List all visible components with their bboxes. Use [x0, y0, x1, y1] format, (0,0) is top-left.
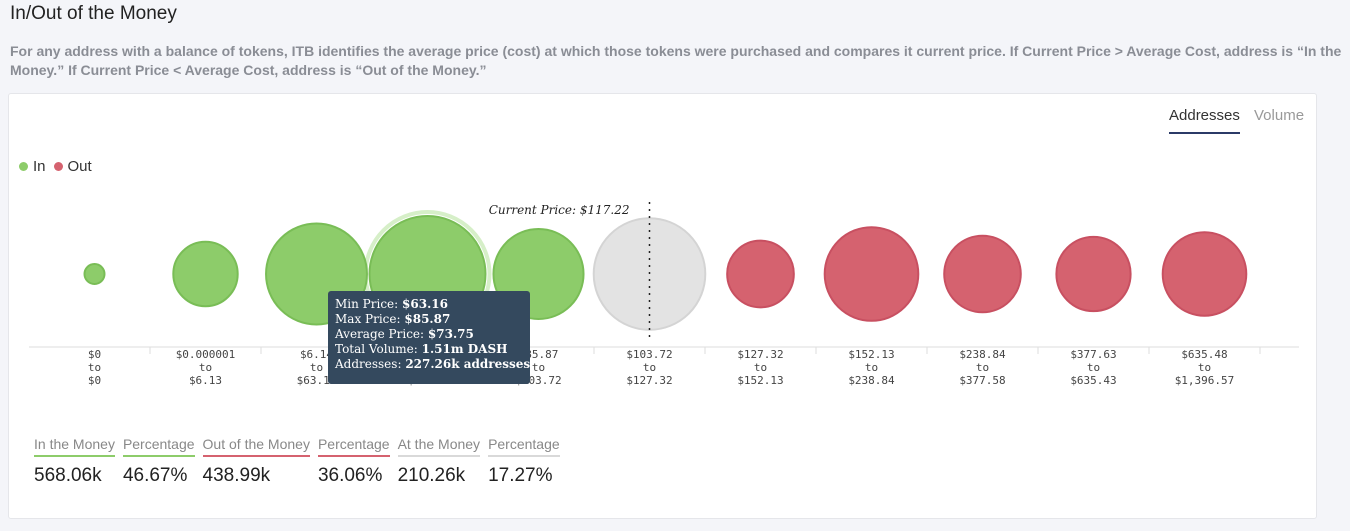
stat-label: Percentage	[122, 436, 195, 457]
x-tick-label: to	[88, 361, 101, 374]
stat-value: 210.26k	[397, 465, 466, 486]
x-tick-label: $152.13	[848, 348, 894, 361]
x-tick-label: $635.43	[1070, 374, 1116, 387]
tooltip-addr-value: 227.26k addresses	[405, 357, 531, 371]
tooltip-min-value: $63.16	[402, 297, 448, 311]
legend-item-out[interactable]: Out	[53, 158, 92, 175]
legend-out-swatch	[53, 162, 63, 171]
legend-out-label: Out	[67, 158, 92, 175]
x-tick-label: $635.48	[1181, 348, 1227, 361]
stat-label: Percentage	[317, 436, 390, 457]
stat-value: 568.06k	[34, 465, 102, 486]
stat-value: 17.27%	[488, 465, 553, 486]
tooltip-avg-value: $73.75	[427, 327, 474, 341]
bubble-chart: $0to$0$0.000001to$6.13$6.14to$63.15$63.1…	[29, 202, 1299, 387]
x-tick-label: to	[1087, 361, 1100, 374]
stat-at-percentage: Percentage 17.27%	[488, 436, 560, 487]
x-tick-label: $0	[88, 348, 101, 361]
stat-value: 36.06%	[317, 465, 383, 486]
x-tick-label: $6.13	[189, 374, 222, 387]
stat-at-the-money: At the Money 210.26k	[397, 436, 481, 487]
stat-label: In the Money	[34, 436, 115, 457]
x-tick-label: $0.000001	[176, 348, 236, 361]
x-tick-label: to	[754, 361, 767, 374]
stat-out-percentage: Percentage 36.06%	[317, 436, 390, 487]
page-title: In/Out of the Money	[10, 3, 177, 24]
stat-in-the-money: In the Money 568.06k	[34, 436, 115, 487]
tooltip-vol-value: 1.51m DASH	[421, 342, 508, 356]
bubble-in[interactable]	[172, 240, 239, 308]
stat-label: Percentage	[488, 436, 560, 457]
x-tick-label: to	[310, 361, 323, 374]
x-tick-label: to	[976, 361, 989, 374]
tooltip-addr-label: Addresses:	[335, 357, 402, 371]
bubble-in[interactable]	[83, 263, 106, 285]
chart-legend: In Out	[19, 158, 100, 175]
bubble-out[interactable]	[943, 234, 1022, 314]
page-description: For any address with a balance of tokens…	[10, 43, 1342, 78]
addresses-tab[interactable]: Addresses	[1169, 107, 1240, 134]
x-tick-label: $238.84	[848, 374, 895, 387]
stat-value: 46.67%	[122, 465, 188, 486]
tooltip-max-label: Max Price:	[335, 312, 401, 326]
x-tick-label: $377.63	[1070, 348, 1116, 361]
legend-item-in[interactable]: In	[19, 158, 46, 175]
x-tick-label: $127.32	[626, 374, 672, 387]
x-tick-label: $377.58	[959, 374, 1005, 387]
x-tick-label: $103.72	[626, 348, 672, 361]
stat-in-percentage: Percentage 46.67%	[122, 436, 195, 487]
stat-value: 438.99k	[202, 465, 271, 486]
x-tick-label: to	[199, 361, 212, 374]
x-tick-label: $238.84	[959, 348, 1006, 361]
x-tick-label: to	[643, 361, 656, 374]
chart-card: Addresses Volume In Out $0 to $0 $0.000001 t…	[8, 93, 1317, 519]
legend-in-swatch	[19, 162, 28, 171]
summary-stats: In the Money 568.06k Percentage 46.67% O…	[34, 436, 568, 487]
x-tick-label: to	[1198, 361, 1211, 374]
x-tick-label: to	[865, 361, 878, 374]
stat-label: At the Money	[397, 436, 481, 457]
bubble-out[interactable]	[1161, 231, 1248, 317]
x-tick-label: to	[532, 361, 545, 374]
bubble-tooltip: Min Price: $63.16 Max Price: $85.87 Aver…	[328, 291, 530, 384]
bubble-out[interactable]	[1055, 235, 1132, 313]
current-price-label: Current Price: $117.22	[489, 203, 630, 217]
legend-in-label: In	[33, 158, 46, 175]
volume-tab[interactable]: Volume	[1254, 107, 1305, 124]
x-tick-label: $1,396.57	[1175, 374, 1235, 387]
tooltip-max-value: $85.87	[404, 312, 451, 326]
bubble-out[interactable]	[823, 226, 920, 322]
x-tick-label: $6.14	[300, 348, 333, 361]
stat-out-of-the-money: Out of the Money 438.99k	[202, 436, 310, 487]
x-tick-label: $127.32	[737, 348, 783, 361]
x-tick-label: $63.15	[297, 374, 337, 387]
x-tick-label: $152.13	[737, 374, 783, 387]
tooltip-vol-label: Total Volume:	[335, 342, 418, 356]
tooltip-avg-label: Average Price:	[335, 327, 425, 341]
bubble-out[interactable]	[726, 239, 795, 309]
stat-label: Out of the Money	[202, 436, 310, 457]
tooltip-min-label: Min Price:	[335, 297, 399, 311]
x-tick-label: $0	[88, 374, 101, 387]
